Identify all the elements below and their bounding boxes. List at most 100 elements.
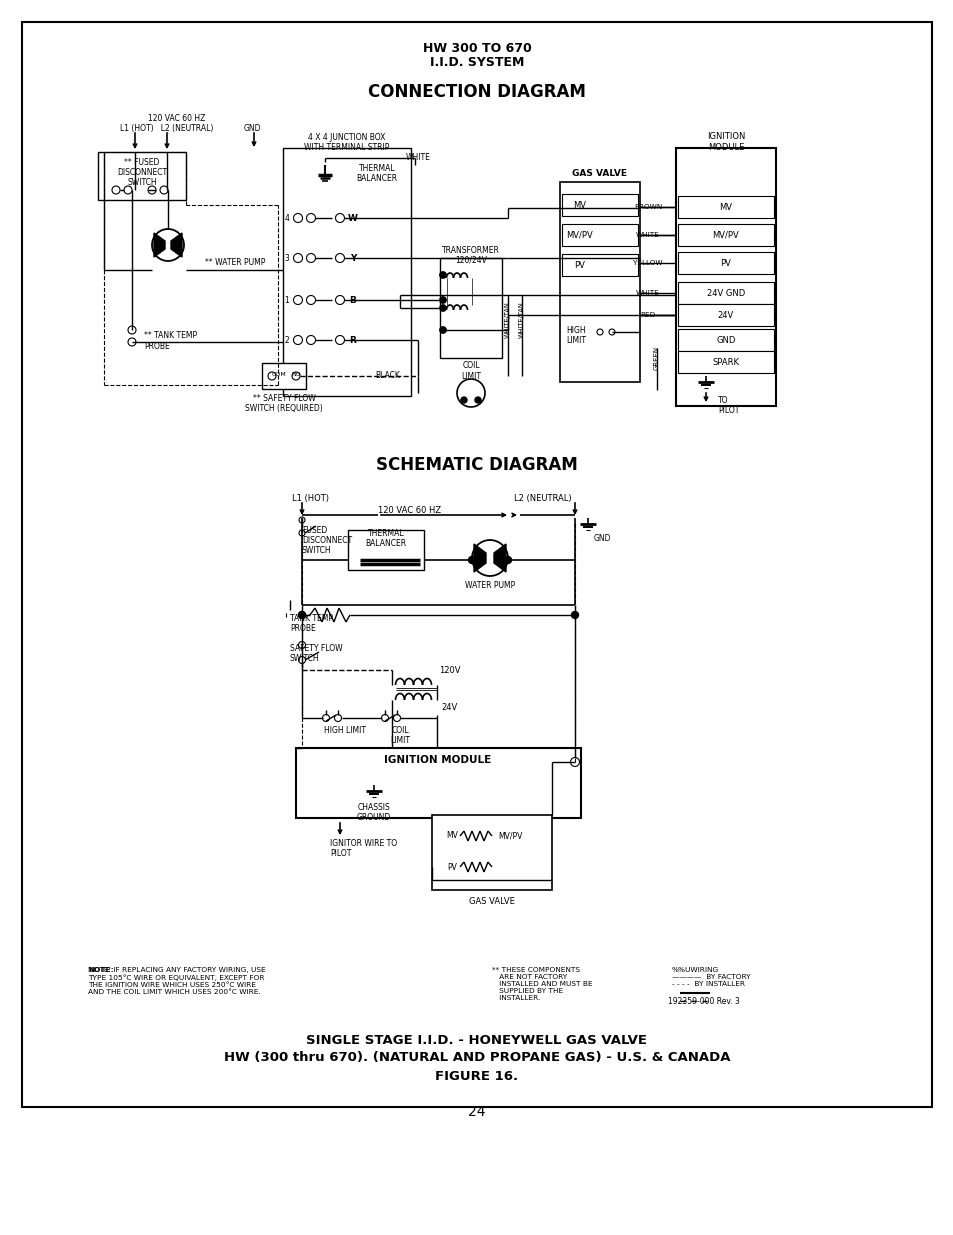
Text: ** THESE COMPONENTS
   ARE NOT FACTORY
   INSTALLED AND MUST BE
   SUPPLIED BY T: ** THESE COMPONENTS ARE NOT FACTORY INST… xyxy=(492,967,592,1002)
Text: LIMIT: LIMIT xyxy=(565,336,585,345)
Circle shape xyxy=(160,186,168,194)
Circle shape xyxy=(298,611,305,619)
Text: WHITE/TAN: WHITE/TAN xyxy=(518,301,524,338)
Text: ** TANK TEMP: ** TANK TEMP xyxy=(144,331,197,340)
Circle shape xyxy=(439,305,446,311)
Circle shape xyxy=(393,715,400,721)
Bar xyxy=(678,224,773,246)
Text: PILOT: PILOT xyxy=(330,850,351,858)
Text: LIMIT: LIMIT xyxy=(460,372,480,380)
Text: MV/PV: MV/PV xyxy=(566,231,593,240)
Text: 4: 4 xyxy=(284,214,289,222)
Circle shape xyxy=(306,214,315,222)
Text: BALANCER: BALANCER xyxy=(365,538,406,547)
Bar xyxy=(678,329,773,351)
Circle shape xyxy=(306,253,315,263)
Text: TO: TO xyxy=(718,395,728,405)
Circle shape xyxy=(335,715,341,721)
Bar xyxy=(559,182,639,382)
Circle shape xyxy=(608,329,615,335)
Text: GND: GND xyxy=(594,534,611,542)
Circle shape xyxy=(294,214,302,222)
Text: 24V: 24V xyxy=(717,310,734,320)
Circle shape xyxy=(439,272,446,279)
Text: ** SAFETY FLOW: ** SAFETY FLOW xyxy=(253,394,315,403)
Text: WITH TERMINAL STRIP: WITH TERMINAL STRIP xyxy=(304,142,389,152)
Text: WHITE: WHITE xyxy=(405,152,430,162)
Bar xyxy=(561,254,638,275)
Text: L1 (HOT)   L2 (NEUTRAL): L1 (HOT) L2 (NEUTRAL) xyxy=(120,124,213,132)
Text: GAS VALVE: GAS VALVE xyxy=(469,898,515,906)
Text: R: R xyxy=(349,336,356,345)
Circle shape xyxy=(112,186,120,194)
Text: SPARK: SPARK xyxy=(712,357,739,367)
Circle shape xyxy=(128,326,136,333)
Text: PROBE: PROBE xyxy=(290,624,315,632)
Text: 24V GND: 24V GND xyxy=(706,289,744,298)
Text: 192359-000 Rev. 3: 192359-000 Rev. 3 xyxy=(667,998,740,1007)
Text: 120 VAC 60 HZ: 120 VAC 60 HZ xyxy=(148,114,205,122)
Circle shape xyxy=(294,336,302,345)
Text: 2: 2 xyxy=(284,336,289,345)
Text: PILOT: PILOT xyxy=(718,405,739,415)
Circle shape xyxy=(322,715,329,721)
Text: TANK TEMP: TANK TEMP xyxy=(290,614,333,622)
Circle shape xyxy=(439,296,446,304)
Text: SCHEMATIC DIAGRAM: SCHEMATIC DIAGRAM xyxy=(375,456,578,474)
Circle shape xyxy=(268,372,275,380)
Bar xyxy=(262,363,306,389)
Bar xyxy=(22,22,931,1107)
Bar xyxy=(561,194,638,216)
Text: THERMAL: THERMAL xyxy=(367,529,404,537)
Text: COIL: COIL xyxy=(391,725,409,735)
Text: MV: MV xyxy=(719,203,732,211)
Text: BROWN: BROWN xyxy=(633,204,661,210)
Circle shape xyxy=(597,329,602,335)
Text: GND: GND xyxy=(244,124,261,132)
Text: SWITCH (REQUIRED): SWITCH (REQUIRED) xyxy=(245,404,322,412)
Text: GND: GND xyxy=(716,336,735,345)
Circle shape xyxy=(456,379,484,408)
Text: HIGH LIMIT: HIGH LIMIT xyxy=(324,725,366,735)
Circle shape xyxy=(152,228,184,261)
Text: GREEN: GREEN xyxy=(654,346,659,370)
Text: IGNITION MODULE: IGNITION MODULE xyxy=(384,755,491,764)
Text: DISCONNECT: DISCONNECT xyxy=(302,536,352,545)
Circle shape xyxy=(292,372,299,380)
Text: MV/PV: MV/PV xyxy=(712,231,739,240)
Bar xyxy=(283,148,411,396)
Text: PV: PV xyxy=(447,862,456,872)
Text: WATER PUMP: WATER PUMP xyxy=(464,580,515,589)
Text: CONNECTION DIAGRAM: CONNECTION DIAGRAM xyxy=(368,83,585,101)
Text: 4 X 4 JUNCTION BOX: 4 X 4 JUNCTION BOX xyxy=(308,132,385,142)
Text: 1: 1 xyxy=(284,295,289,305)
Bar xyxy=(98,152,186,200)
Text: 120V: 120V xyxy=(438,666,460,674)
Text: NOTE:: NOTE: xyxy=(88,967,113,973)
Text: PV: PV xyxy=(720,258,731,268)
Circle shape xyxy=(475,396,480,403)
Bar xyxy=(678,196,773,219)
Circle shape xyxy=(298,530,305,536)
Text: GAS VALVE: GAS VALVE xyxy=(572,168,627,178)
Text: PV: PV xyxy=(574,261,585,269)
Text: 120/24V: 120/24V xyxy=(455,256,486,264)
Circle shape xyxy=(335,336,344,345)
Text: ** FUSED: ** FUSED xyxy=(124,158,159,167)
Polygon shape xyxy=(474,543,485,572)
Circle shape xyxy=(381,715,388,721)
Text: %%UWIRING
————  BY FACTORY
- - - -  BY INSTALLER: %%UWIRING ———— BY FACTORY - - - - BY INS… xyxy=(671,967,750,987)
Circle shape xyxy=(124,186,132,194)
Circle shape xyxy=(571,611,578,619)
Bar xyxy=(348,530,423,571)
Text: BLACK: BLACK xyxy=(375,370,400,379)
Circle shape xyxy=(294,253,302,263)
Polygon shape xyxy=(494,543,505,572)
Circle shape xyxy=(570,757,578,767)
Bar xyxy=(439,258,501,358)
Text: 3: 3 xyxy=(284,253,289,263)
Text: Y: Y xyxy=(350,253,355,263)
Text: W: W xyxy=(348,214,357,222)
Text: SAFETY FLOW: SAFETY FLOW xyxy=(290,643,342,652)
Text: NO: NO xyxy=(291,372,300,377)
